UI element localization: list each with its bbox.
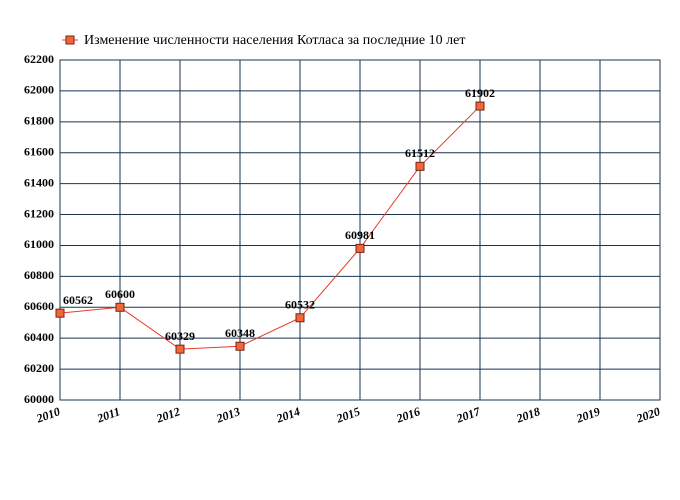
y-tick-label: 62200 [24, 52, 54, 66]
y-tick-label: 61200 [24, 206, 54, 220]
y-tick-label: 60000 [24, 392, 54, 406]
data-label: 60562 [63, 293, 93, 307]
data-label: 60348 [225, 326, 255, 340]
legend-label: Изменение численности населения Котласа … [84, 33, 465, 48]
data-label: 60600 [105, 287, 135, 301]
point-marker [355, 243, 365, 253]
y-tick-label: 61800 [24, 114, 54, 128]
y-tick-label: 60600 [24, 299, 54, 313]
point-marker [415, 161, 425, 171]
y-tick-label: 61400 [24, 175, 54, 189]
series-line [59, 105, 481, 350]
y-tick-label: 60800 [24, 268, 54, 282]
data-label: 60329 [165, 329, 195, 343]
y-tick-label: 61000 [24, 237, 54, 251]
point-marker [175, 344, 185, 354]
y-tick-label: 61600 [24, 144, 54, 158]
point-marker [235, 341, 245, 351]
point-marker [115, 302, 125, 312]
data-label: 61512 [405, 146, 435, 160]
point-marker [295, 313, 305, 323]
point-marker [55, 308, 65, 318]
y-tick-label: 60200 [24, 361, 54, 375]
data-label: 61902 [465, 86, 495, 100]
data-label: 60981 [345, 228, 375, 242]
point-marker [475, 101, 485, 111]
y-tick-label: 62000 [24, 83, 54, 97]
legend-marker [65, 35, 75, 45]
y-tick-label: 60400 [24, 330, 54, 344]
data-label: 60532 [285, 298, 315, 312]
